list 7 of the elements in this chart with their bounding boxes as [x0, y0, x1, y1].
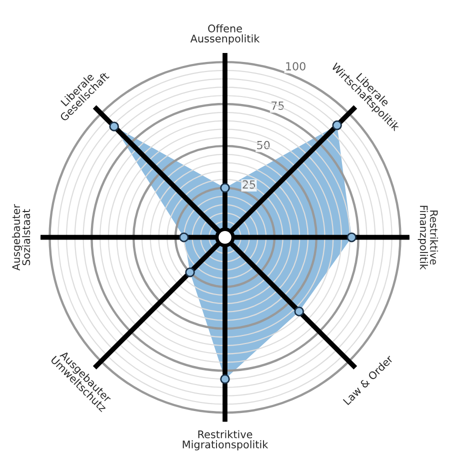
y-tick-label: 25: [242, 180, 256, 189]
spoke-label: Restriktive Finanzpolitik: [418, 206, 438, 270]
y-tick-label: 100: [286, 62, 306, 70]
spoke-label: Restriktive Migrationspolitik: [182, 430, 268, 450]
spoke-label: Ausgebauter Sozialstaat: [12, 204, 30, 271]
y-tick-label: 75: [272, 102, 284, 110]
spoke-label: Offene Aussenpolitik: [190, 24, 260, 44]
